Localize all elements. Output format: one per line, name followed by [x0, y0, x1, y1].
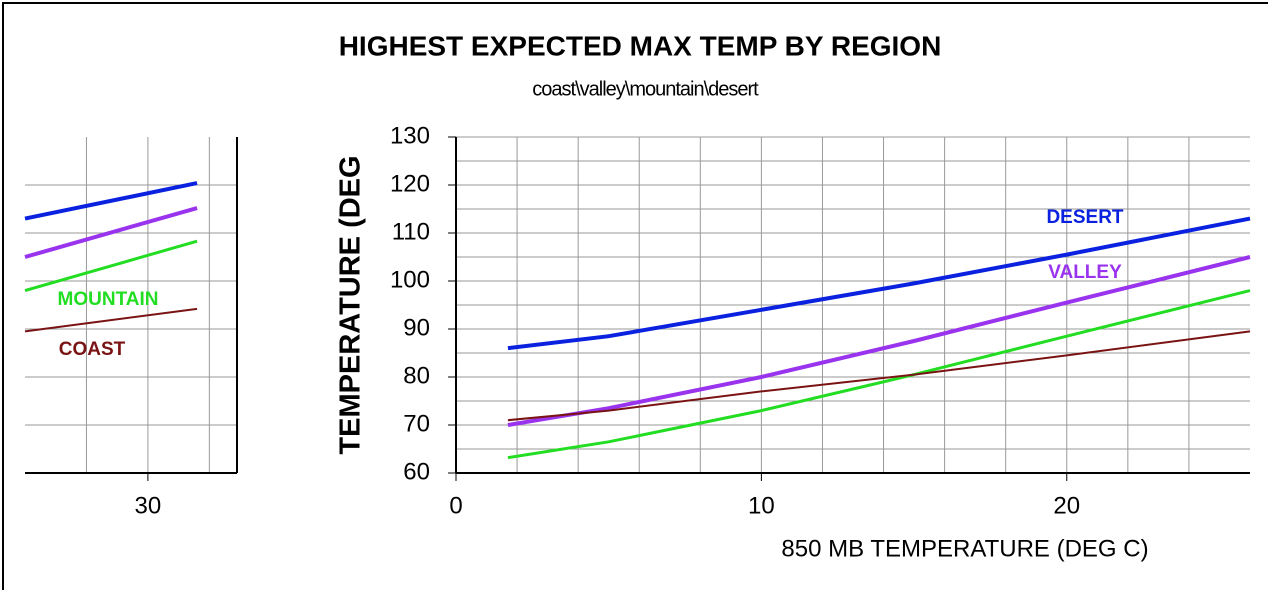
series-line	[507, 289, 1251, 460]
series-line	[24, 181, 198, 221]
series-line	[24, 307, 198, 333]
series-line	[507, 330, 1251, 422]
series-line	[507, 216, 1251, 351]
y-axis-label: TEMPERATURE (DEG	[335, 155, 367, 454]
series-label: DESERT	[1046, 207, 1123, 228]
y-tick-label: 80	[403, 362, 430, 389]
y-tick-label: 130	[390, 122, 430, 149]
y-tick-label: 110	[392, 218, 430, 245]
y-tick-label: 120	[390, 170, 430, 197]
x-axis-label: 850 MB TEMPERATURE (DEG C)	[781, 535, 1148, 562]
chart-subtitle: coast\valley\mountain\desert	[532, 78, 759, 100]
y-tick-label: 90	[403, 314, 430, 341]
x-tick-label: 10	[748, 492, 775, 519]
series-label: VALLEY	[1048, 262, 1122, 283]
series-line	[24, 206, 198, 259]
series-line	[507, 255, 1251, 427]
x-tick-label: 0	[449, 492, 462, 519]
series-label: COAST	[59, 339, 126, 360]
y-tick-label: 100	[390, 266, 430, 293]
y-tick-label: 60	[403, 458, 430, 485]
x-tick-label: 30	[135, 492, 162, 519]
series-line	[24, 239, 198, 293]
x-tick-label: 20	[1053, 492, 1080, 519]
chart-title: HIGHEST EXPECTED MAX TEMP BY REGION	[339, 30, 942, 61]
y-tick-label: 70	[403, 410, 430, 437]
series-label: MOUNTAIN	[58, 289, 159, 310]
